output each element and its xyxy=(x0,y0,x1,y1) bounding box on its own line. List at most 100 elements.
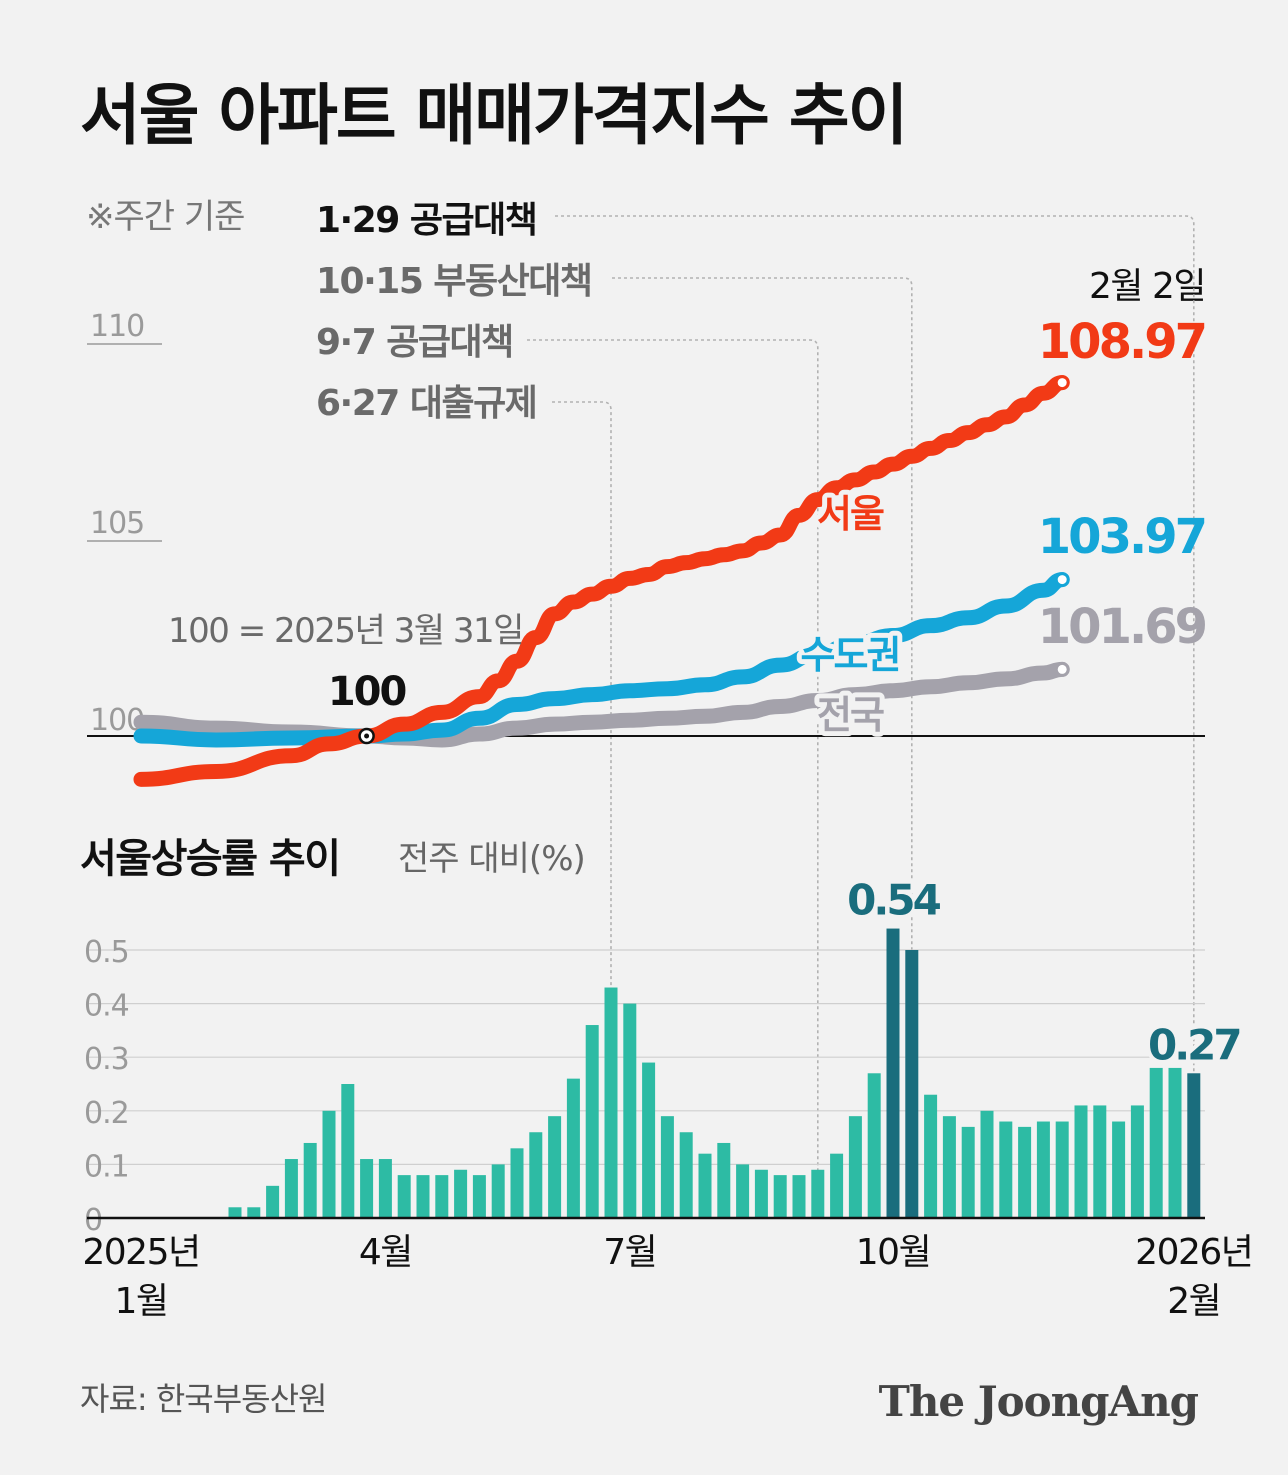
basis-note: ※주간 기준 xyxy=(86,197,244,237)
bar-week-13 xyxy=(378,1159,392,1218)
bar-week-33 xyxy=(754,1169,768,1218)
x-tick-label-line2: 2월 xyxy=(1167,1281,1220,1322)
bar-week-16 xyxy=(435,1175,449,1218)
event-guide-line xyxy=(555,215,1195,1218)
bar-highlight-label: 0.27 xyxy=(1148,1020,1240,1069)
bar-week-46 xyxy=(999,1121,1013,1218)
event-guide-line xyxy=(552,401,612,1218)
base-point-dot xyxy=(364,733,370,739)
event-label-6-27: 6·27 대출규제 xyxy=(316,383,536,424)
bar-week-54 xyxy=(1149,1067,1163,1218)
bar-week-47 xyxy=(1018,1126,1032,1218)
bar-week-39 xyxy=(867,1073,881,1218)
bar-week-12 xyxy=(360,1159,374,1218)
bar-week-48 xyxy=(1036,1121,1050,1218)
bar-week-6 xyxy=(247,1207,261,1218)
series-label-capital: 수도권 xyxy=(801,633,900,677)
event-label-10-15: 10·15 부동산대책 xyxy=(316,261,592,302)
bar-week-36 xyxy=(811,1169,825,1218)
bar-week-26 xyxy=(623,1003,637,1218)
bar-week-44 xyxy=(961,1126,975,1218)
brand-logo: The JoongAng xyxy=(879,1377,1199,1426)
bar-chart-title: 서울상승률 추이 xyxy=(80,836,340,882)
series-end-marker xyxy=(1054,375,1070,391)
bar-chart-unit: 전주 대비(%) xyxy=(398,839,585,879)
event-guide-line xyxy=(527,339,819,1218)
bar-week-11 xyxy=(341,1084,355,1218)
bar-week-28 xyxy=(660,1116,674,1218)
bar-week-52 xyxy=(1112,1121,1126,1218)
bar-week-51 xyxy=(1093,1105,1107,1218)
bar-week-56 xyxy=(1187,1073,1201,1218)
base-note: 100 = 2025년 3월 31일 xyxy=(168,611,523,651)
event-label-1-29: 1·29 공급대책 xyxy=(316,200,536,241)
series-end-marker xyxy=(1054,661,1070,677)
bar-y-tick-label: 0.4 xyxy=(84,989,129,1024)
bar-week-7 xyxy=(266,1185,280,1218)
bar-week-43 xyxy=(942,1116,956,1218)
series-label-seoul: 서울 xyxy=(817,492,884,536)
bar-week-40 xyxy=(886,928,900,1218)
bar-week-30 xyxy=(698,1153,712,1218)
bar-week-23 xyxy=(566,1078,580,1218)
bar-y-tick-label: 0.1 xyxy=(84,1149,129,1184)
bar-highlight-label: 0.54 xyxy=(847,876,940,925)
bar-week-15 xyxy=(416,1175,430,1218)
bar-week-53 xyxy=(1130,1105,1144,1218)
event-label-9-7: 9·7 공급대책 xyxy=(316,322,513,363)
bar-week-10 xyxy=(322,1110,336,1218)
bar-y-tick-label: 0.2 xyxy=(84,1096,129,1131)
x-tick-label: 4월 xyxy=(359,1232,412,1273)
bar-week-21 xyxy=(529,1132,543,1218)
bar-week-41 xyxy=(905,950,919,1218)
bar-week-9 xyxy=(303,1142,317,1218)
bar-week-27 xyxy=(642,1062,656,1218)
x-tick-label: 7월 xyxy=(603,1232,656,1273)
bar-week-25 xyxy=(604,987,618,1218)
source-note: 자료: 한국부동산원 xyxy=(80,1380,326,1418)
bar-week-8 xyxy=(284,1159,298,1218)
x-tick-label: 2026년 xyxy=(1135,1232,1252,1273)
series-end-marker xyxy=(1054,572,1070,588)
event-guides xyxy=(527,215,1195,1218)
bar-week-5 xyxy=(228,1207,242,1218)
bar-week-38 xyxy=(848,1116,862,1218)
bar-chart: 0.5 0.4 0.3 0.2 0.1 0 0.54 0.27 2025년 1월 4월 7월 10월 20… xyxy=(82,872,1254,1322)
bar-week-34 xyxy=(773,1175,787,1218)
chart-title: 서울 아파트 매매가격지수 추이 xyxy=(80,77,906,154)
bar-week-14 xyxy=(397,1175,411,1218)
bar-week-17 xyxy=(454,1169,468,1218)
series-line-seoul xyxy=(133,375,1070,787)
bar-week-42 xyxy=(924,1094,938,1218)
bar-week-19 xyxy=(491,1164,505,1218)
event-guide-line xyxy=(612,277,913,1218)
bar-week-20 xyxy=(510,1148,524,1218)
x-tick-label: 2025년 xyxy=(82,1232,199,1273)
bar-week-32 xyxy=(736,1164,750,1218)
bar-week-22 xyxy=(548,1116,562,1218)
bar-y-tick-label: 0.3 xyxy=(84,1042,129,1077)
bar-y-tick-label: 0 xyxy=(84,1203,102,1238)
base-point-label: 100 xyxy=(328,669,406,715)
y-tick-label: 105 xyxy=(90,506,144,541)
end-value-capital: 103.97 xyxy=(1038,509,1205,565)
bar-week-29 xyxy=(679,1132,693,1218)
bar-week-24 xyxy=(585,1025,599,1218)
bar-y-tick-label: 0.5 xyxy=(84,935,129,970)
bar-week-45 xyxy=(980,1110,994,1218)
x-tick-label-line2: 1월 xyxy=(114,1281,167,1322)
end-value-seoul: 108.97 xyxy=(1038,314,1205,370)
bar-week-49 xyxy=(1055,1121,1069,1218)
series-label-national: 전국 xyxy=(817,693,884,737)
bar-week-35 xyxy=(792,1175,806,1218)
bar-week-31 xyxy=(717,1142,731,1218)
end-value-national: 101.69 xyxy=(1038,599,1206,655)
bar-week-55 xyxy=(1168,1067,1182,1218)
x-tick-label: 10월 xyxy=(856,1232,930,1273)
series-line-national xyxy=(133,661,1070,748)
bar-week-37 xyxy=(830,1153,844,1218)
bar-week-50 xyxy=(1074,1105,1088,1218)
